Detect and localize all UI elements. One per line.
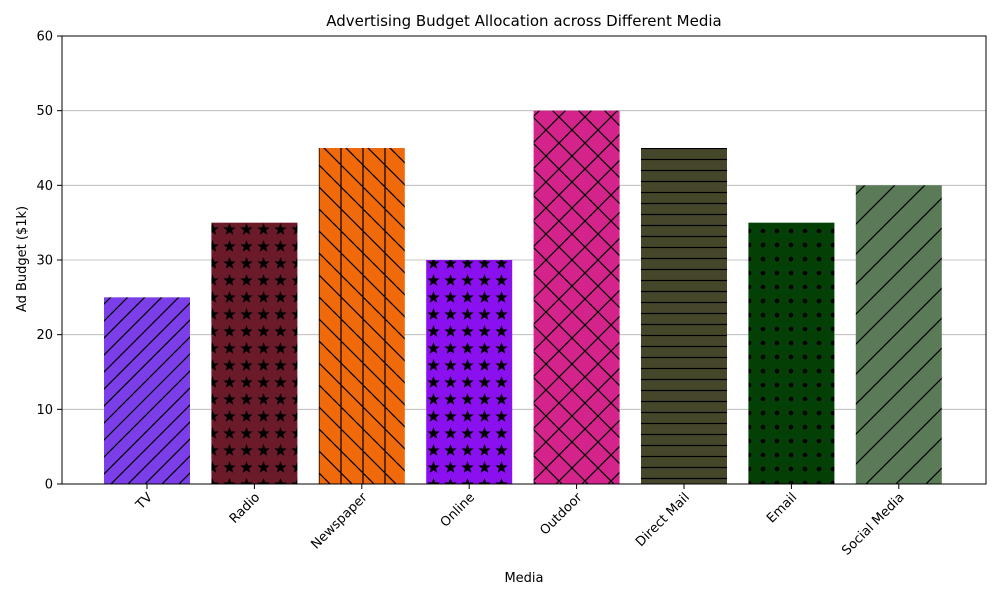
x-ticks: TV Radio Newspaper Online Outdoor Direct Mail… [133, 484, 908, 559]
y-axis-title: Ad Budget ($1k) [15, 206, 30, 312]
y-tick-label: 40 [36, 179, 53, 194]
bar-online [426, 260, 513, 484]
bar-tv [104, 297, 190, 484]
x-tick-label: Social Media [839, 490, 907, 558]
plot-frame [61, 35, 987, 485]
bar-radio [211, 222, 298, 484]
x-tick-label: Outdoor [537, 490, 586, 539]
y-ticks: 0 10 20 30 40 50 60 [36, 30, 62, 493]
y-tick-label: 10 [36, 403, 53, 418]
y-tick-label: 30 [36, 254, 53, 269]
y-tick-label: 60 [36, 30, 53, 45]
y-tick-label: 20 [36, 328, 53, 343]
x-tick-label: Direct Mail [633, 490, 693, 550]
x-tick-label: Online [438, 490, 478, 530]
x-axis-title: Media [504, 571, 543, 586]
bars [104, 110, 942, 485]
x-tick-label: Email [764, 490, 800, 526]
x-tick-label: Newspaper [308, 490, 371, 553]
bar-direct-mail [641, 148, 727, 484]
x-tick-label: TV [133, 490, 156, 513]
bar-social-media [855, 185, 942, 485]
bar-outdoor [533, 110, 620, 485]
bar-newspaper [318, 148, 405, 484]
chart-title: Advertising Budget Allocation across Dif… [326, 12, 721, 30]
y-tick-label: 0 [45, 478, 53, 493]
x-tick-label: Radio [227, 490, 263, 526]
bar-email [748, 222, 835, 484]
gridlines [62, 110, 986, 410]
y-tick-label: 50 [36, 104, 53, 119]
